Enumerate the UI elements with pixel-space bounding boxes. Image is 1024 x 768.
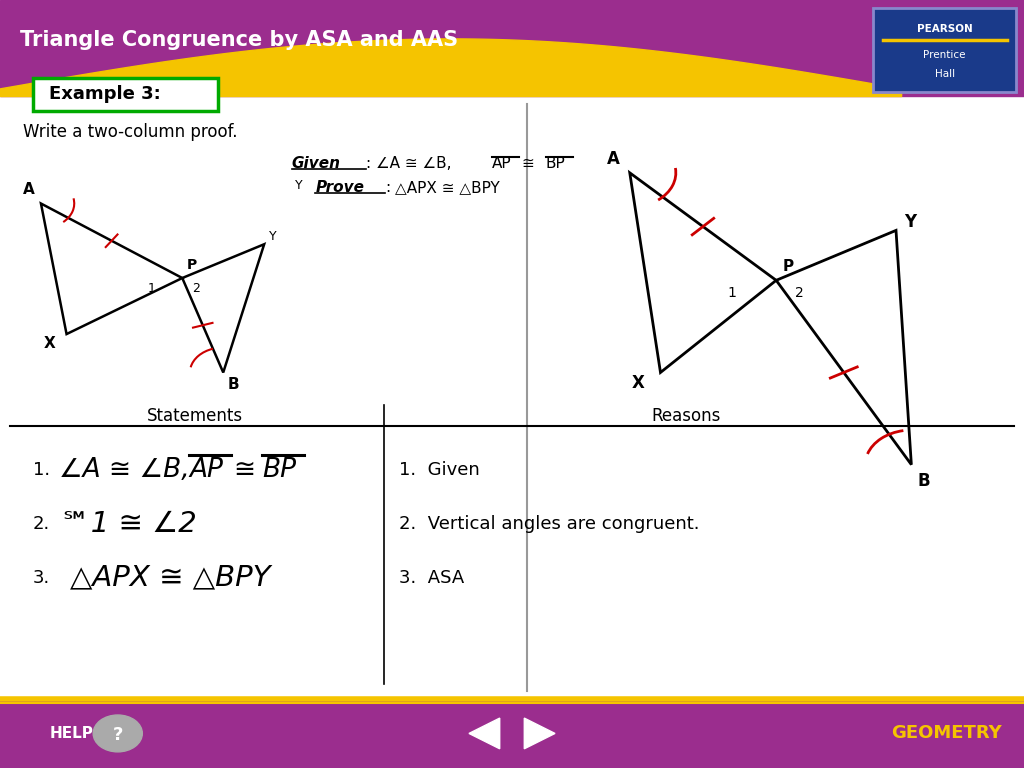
- Text: P: P: [186, 258, 197, 272]
- Text: 3.  ASA: 3. ASA: [399, 568, 465, 587]
- Text: A: A: [23, 182, 34, 197]
- Text: P: P: [782, 259, 794, 274]
- Text: BP: BP: [546, 156, 565, 171]
- Text: PEARSON: PEARSON: [916, 24, 973, 35]
- FancyBboxPatch shape: [33, 78, 218, 111]
- Text: BP: BP: [262, 457, 296, 483]
- Text: △APX ≅ △BPY: △APX ≅ △BPY: [395, 180, 500, 195]
- Text: GEOMETRY: GEOMETRY: [891, 724, 1001, 743]
- Text: ≅: ≅: [521, 156, 534, 171]
- Text: 1.  Given: 1. Given: [399, 461, 480, 479]
- Text: 2.: 2.: [33, 515, 50, 533]
- Text: Example 3:: Example 3:: [49, 85, 161, 104]
- Polygon shape: [524, 718, 555, 749]
- Text: Statements: Statements: [146, 407, 243, 425]
- Text: ℠1 ≅ ∠2: ℠1 ≅ ∠2: [61, 510, 198, 538]
- Text: X: X: [632, 374, 645, 392]
- Text: A: A: [607, 150, 621, 167]
- Text: Reasons: Reasons: [651, 407, 721, 425]
- Text: 1: 1: [727, 286, 736, 300]
- Text: Hall: Hall: [935, 69, 954, 80]
- Text: 1.: 1.: [33, 461, 50, 479]
- Text: Write a two-column proof.: Write a two-column proof.: [23, 123, 237, 141]
- Text: 2: 2: [795, 286, 804, 300]
- Text: 3.: 3.: [33, 568, 50, 587]
- Text: ∠A ≅ ∠B,: ∠A ≅ ∠B,: [376, 156, 452, 171]
- Text: HELP: HELP: [49, 726, 93, 741]
- Text: X: X: [44, 336, 55, 351]
- Circle shape: [93, 715, 142, 752]
- Text: Y: Y: [269, 230, 276, 243]
- Text: 2.  Vertical angles are congruent.: 2. Vertical angles are congruent.: [399, 515, 699, 533]
- Text: Triangle Congruence by ASA and AAS: Triangle Congruence by ASA and AAS: [20, 30, 459, 50]
- Text: AP: AP: [189, 457, 223, 483]
- Text: Y: Y: [904, 213, 916, 230]
- Text: Prove: Prove: [315, 180, 365, 195]
- Text: :: :: [385, 180, 390, 195]
- FancyBboxPatch shape: [873, 8, 1016, 92]
- Text: Given: Given: [292, 156, 341, 171]
- Bar: [0, 699, 1024, 768]
- Text: ∠A ≅ ∠B,: ∠A ≅ ∠B,: [59, 457, 190, 483]
- Text: B: B: [918, 472, 930, 490]
- Polygon shape: [469, 718, 500, 749]
- Text: 2: 2: [193, 282, 201, 295]
- Text: B: B: [227, 377, 239, 392]
- Text: ≅: ≅: [233, 457, 256, 483]
- Text: AP: AP: [492, 156, 511, 171]
- Text: Prentice: Prentice: [924, 50, 966, 61]
- Text: :: :: [366, 156, 371, 171]
- Text: ?: ?: [113, 726, 123, 744]
- Text: △APX ≅ △BPY: △APX ≅ △BPY: [70, 564, 270, 591]
- Bar: [0, 0, 1024, 96]
- Text: 1: 1: [147, 282, 156, 295]
- Text: Y: Y: [295, 179, 302, 191]
